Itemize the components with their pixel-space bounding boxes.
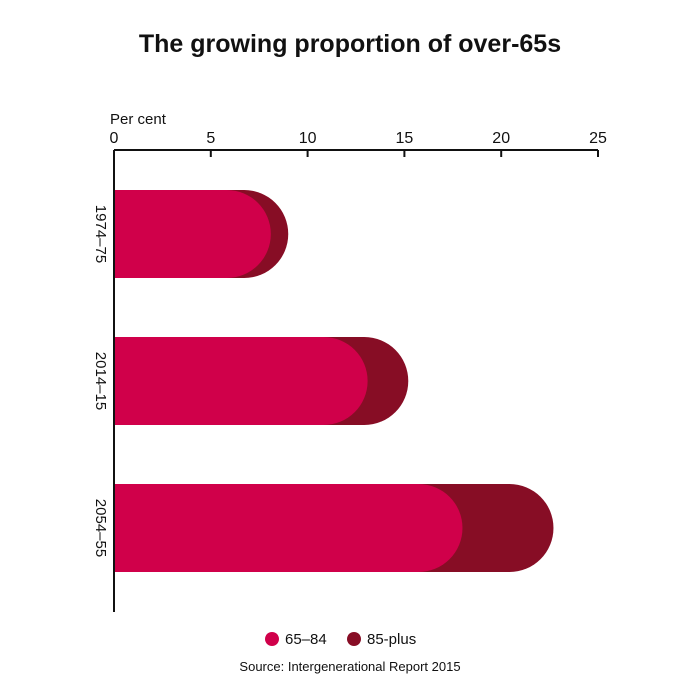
- chart-title: The growing proportion of over-65s: [139, 30, 561, 58]
- x-tick-label: 5: [206, 130, 215, 147]
- category-labels: 1974–75 2014–15 2054–55: [92, 205, 109, 557]
- category-label: 1974–75: [92, 205, 109, 263]
- x-tick-label: 10: [299, 130, 317, 147]
- legend-swatch: [265, 632, 279, 646]
- x-tick-label: 20: [492, 130, 510, 147]
- x-tick-label: 0: [110, 130, 119, 147]
- source-note: Source: Intergenerational Report 2015: [239, 659, 460, 674]
- bar-age-65-84-1: [114, 337, 368, 425]
- category-label: 2014–15: [92, 352, 109, 410]
- legend-label: 85-plus: [367, 631, 416, 648]
- bar-age-65-84-0: [114, 190, 271, 278]
- legend-swatch: [347, 632, 361, 646]
- axes: [113, 149, 598, 612]
- bars: [114, 190, 554, 572]
- x-axis-ticks: 0 5 10 15 20 25: [110, 130, 607, 157]
- legend: 65–84 85-plus: [265, 631, 416, 648]
- x-tick-label: 15: [396, 130, 414, 147]
- category-label: 2054–55: [92, 499, 109, 557]
- x-tick-label: 25: [589, 130, 607, 147]
- x-axis-label: Per cent: [110, 111, 167, 128]
- bar-age-65-84-2: [114, 484, 463, 572]
- legend-label: 65–84: [285, 631, 327, 648]
